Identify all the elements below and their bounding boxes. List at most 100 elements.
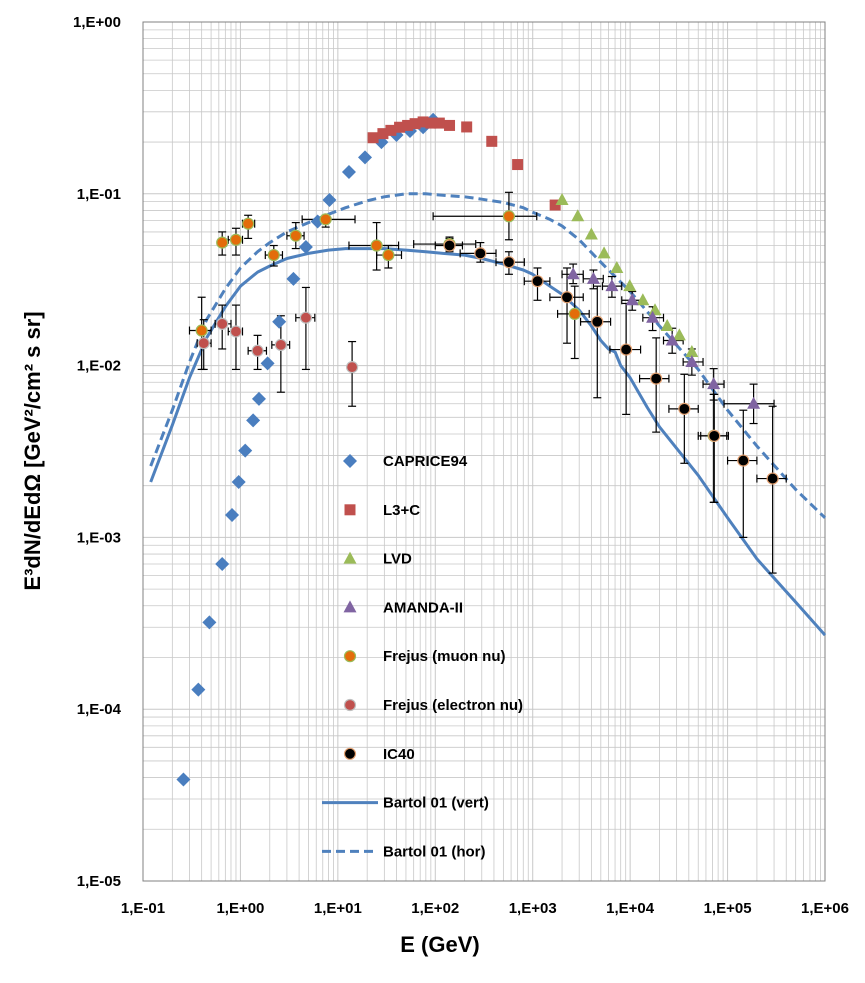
l3c-point	[444, 119, 456, 131]
lvd-point	[584, 227, 598, 240]
l3c-point	[385, 124, 397, 136]
l3c-point	[425, 117, 437, 129]
ic40-point	[502, 256, 516, 269]
ic40-point	[650, 372, 663, 385]
lvd-point	[610, 260, 624, 273]
frejus_e-point	[345, 361, 359, 374]
frejus_mu-point	[382, 248, 395, 262]
plot-area-border	[142, 21, 826, 882]
caprice-point	[402, 124, 417, 139]
caprice-point	[176, 772, 191, 787]
lvd-point	[648, 303, 662, 316]
legend-swatch-amanda	[343, 600, 357, 613]
legend-label-caprice: CAPRICE94	[383, 453, 468, 470]
lvd-point	[685, 344, 699, 357]
legend-swatch-caprice	[343, 454, 357, 468]
x-tick-label: 1,E+05	[704, 900, 752, 917]
ic40-point	[620, 343, 633, 356]
x-tick-labels: 1,E-01 1,E+00 1,E+01 1,E+02 1,E+03 1,E+04 1,E+…	[121, 900, 849, 917]
amanda-point	[605, 279, 619, 292]
ic40-point	[443, 239, 456, 252]
l3c-point	[367, 132, 379, 144]
frejus_mu-point	[242, 217, 255, 230]
frejus_e-point	[251, 344, 264, 357]
lvd-point	[672, 328, 686, 341]
legend-swatch-frejus_e	[343, 698, 357, 712]
ic40-point	[766, 472, 779, 485]
l3c-point	[394, 121, 406, 133]
legend-swatch-frejus_mu	[343, 650, 357, 663]
legend-label-lvd: LVD	[383, 551, 412, 568]
amanda-point	[566, 267, 580, 280]
lvd-point	[660, 319, 674, 332]
frejus_e-point	[197, 337, 210, 350]
caprice-point	[272, 314, 287, 329]
frejus_mu-point	[370, 239, 383, 252]
amanda-point	[665, 333, 679, 346]
legend-label-amanda: AMANDA-II	[383, 599, 463, 616]
x-tick-label: 1,E+06	[801, 900, 849, 917]
frejus_e-point	[229, 325, 243, 338]
legend-swatch-lvd	[343, 551, 357, 564]
l3c-point	[402, 119, 414, 131]
data-markers	[176, 112, 779, 787]
legend-swatch-l3c	[344, 504, 356, 516]
y-tick-label: 1,E+00	[73, 14, 121, 31]
caprice-point	[286, 271, 301, 286]
amanda-point	[747, 396, 761, 409]
caprice-point	[251, 391, 266, 406]
legend-swatch-ic40	[343, 747, 357, 760]
frejus_mu-point	[289, 229, 302, 242]
x-tick-label: 1,E+01	[314, 900, 362, 917]
lvd-point	[636, 293, 650, 306]
legend-label-bartol_hor: Bartol 01 (hor)	[383, 843, 486, 860]
frejus_mu-point	[568, 307, 581, 320]
l3c-point	[409, 118, 421, 130]
frejus_mu-point	[319, 213, 332, 226]
x-tick-label: 1,E-01	[121, 900, 165, 917]
y-tick-label: 1,E-05	[77, 873, 121, 890]
grid-lines	[142, 22, 825, 882]
l3c-point	[461, 121, 473, 133]
lvd-point	[597, 246, 611, 259]
y-tick-label: 1,E-04	[77, 701, 122, 718]
frejus_e-point	[299, 311, 313, 324]
caprice-point	[215, 557, 230, 572]
ic40-point	[737, 454, 750, 467]
frejus_mu-point	[229, 233, 243, 246]
caprice-point	[225, 508, 240, 523]
ic40-point	[678, 402, 691, 415]
x-tick-label: 1,E+00	[216, 900, 264, 917]
caprice-point	[238, 443, 253, 458]
caprice-point	[231, 475, 246, 490]
caprice-point	[358, 150, 373, 165]
frejus_e-point	[274, 338, 287, 351]
amanda-point	[586, 271, 600, 284]
l3c-point	[486, 135, 498, 147]
lvd-point	[571, 209, 585, 222]
x-axis-title: E (GeV)	[400, 932, 479, 957]
amanda-point	[685, 354, 699, 367]
amanda-point	[707, 377, 721, 390]
ic40-point	[474, 247, 487, 260]
y-tick-label: 1,E-02	[77, 358, 121, 375]
x-tick-label: 1,E+04	[606, 900, 655, 917]
legend: CAPRICE94 L3+C LVD AMANDA-II Frejus (muon nu…	[322, 453, 523, 860]
amanda-point	[625, 293, 639, 306]
l3c-point	[549, 199, 561, 211]
l3c-point	[433, 117, 445, 129]
lvd-point	[555, 193, 569, 206]
caprice-point	[191, 682, 206, 697]
x-tick-label: 1,E+02	[411, 900, 459, 917]
caprice-point	[246, 413, 261, 428]
legend-label-bartol_vert: Bartol 01 (vert)	[383, 795, 489, 812]
amanda-point	[646, 310, 660, 323]
frejus_mu-point	[195, 324, 208, 337]
frejus_mu-point	[216, 236, 229, 249]
y-tick-label: 1,E-03	[77, 529, 121, 546]
caprice-point	[298, 240, 313, 255]
legend-label-l3c: L3+C	[383, 502, 420, 519]
ic40-point	[531, 275, 544, 288]
frejus_e-point	[216, 317, 229, 330]
